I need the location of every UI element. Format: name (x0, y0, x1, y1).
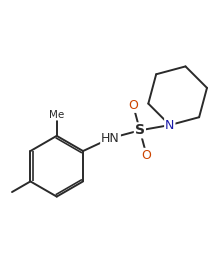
Text: Me: Me (49, 110, 64, 120)
Text: HN: HN (101, 132, 120, 145)
Text: S: S (135, 123, 145, 137)
Text: O: O (142, 149, 152, 162)
Text: N: N (165, 119, 175, 132)
Text: O: O (128, 99, 138, 112)
